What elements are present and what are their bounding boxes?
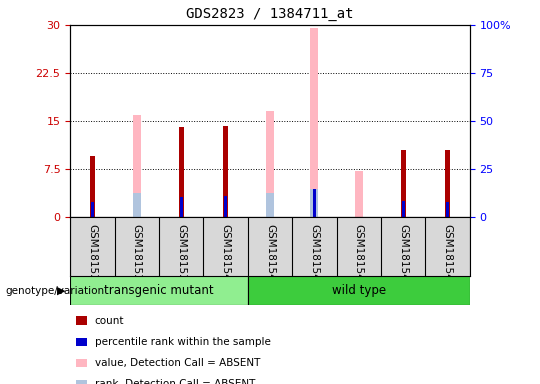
Bar: [180, 197, 183, 217]
Text: percentile rank within the sample: percentile rank within the sample: [94, 337, 271, 347]
Text: GSM181538: GSM181538: [132, 224, 142, 288]
Title: GDS2823 / 1384711_at: GDS2823 / 1384711_at: [186, 7, 354, 21]
Bar: [313, 189, 316, 217]
Text: transgenic mutant: transgenic mutant: [104, 285, 214, 297]
Text: GSM181537: GSM181537: [87, 224, 97, 288]
Bar: [133, 114, 141, 217]
Bar: [91, 202, 94, 217]
Bar: [445, 150, 450, 217]
Bar: [223, 126, 228, 217]
Bar: [310, 28, 319, 217]
Text: value, Detection Call = ABSENT: value, Detection Call = ABSENT: [94, 358, 260, 368]
Bar: [70, 276, 248, 305]
Bar: [266, 193, 274, 217]
Text: GSM181539: GSM181539: [176, 224, 186, 288]
Bar: [266, 111, 274, 217]
Text: count: count: [94, 316, 124, 326]
Text: genotype/variation: genotype/variation: [5, 286, 105, 296]
Bar: [248, 276, 470, 305]
Text: GSM181545: GSM181545: [443, 224, 453, 288]
Bar: [133, 193, 141, 217]
Bar: [310, 189, 319, 217]
Text: GSM181540: GSM181540: [221, 224, 231, 287]
Bar: [446, 202, 449, 217]
Text: GSM181541: GSM181541: [265, 224, 275, 288]
Text: wild type: wild type: [332, 285, 386, 297]
Bar: [90, 156, 95, 217]
Text: rank, Detection Call = ABSENT: rank, Detection Call = ABSENT: [94, 379, 255, 384]
Text: GSM181542: GSM181542: [309, 224, 319, 288]
Bar: [179, 127, 184, 217]
Text: GSM181543: GSM181543: [354, 224, 364, 288]
Bar: [355, 171, 363, 217]
Bar: [402, 201, 405, 217]
Bar: [401, 150, 406, 217]
Text: ▶: ▶: [57, 286, 65, 296]
Text: GSM181544: GSM181544: [398, 224, 408, 288]
Bar: [224, 196, 227, 217]
